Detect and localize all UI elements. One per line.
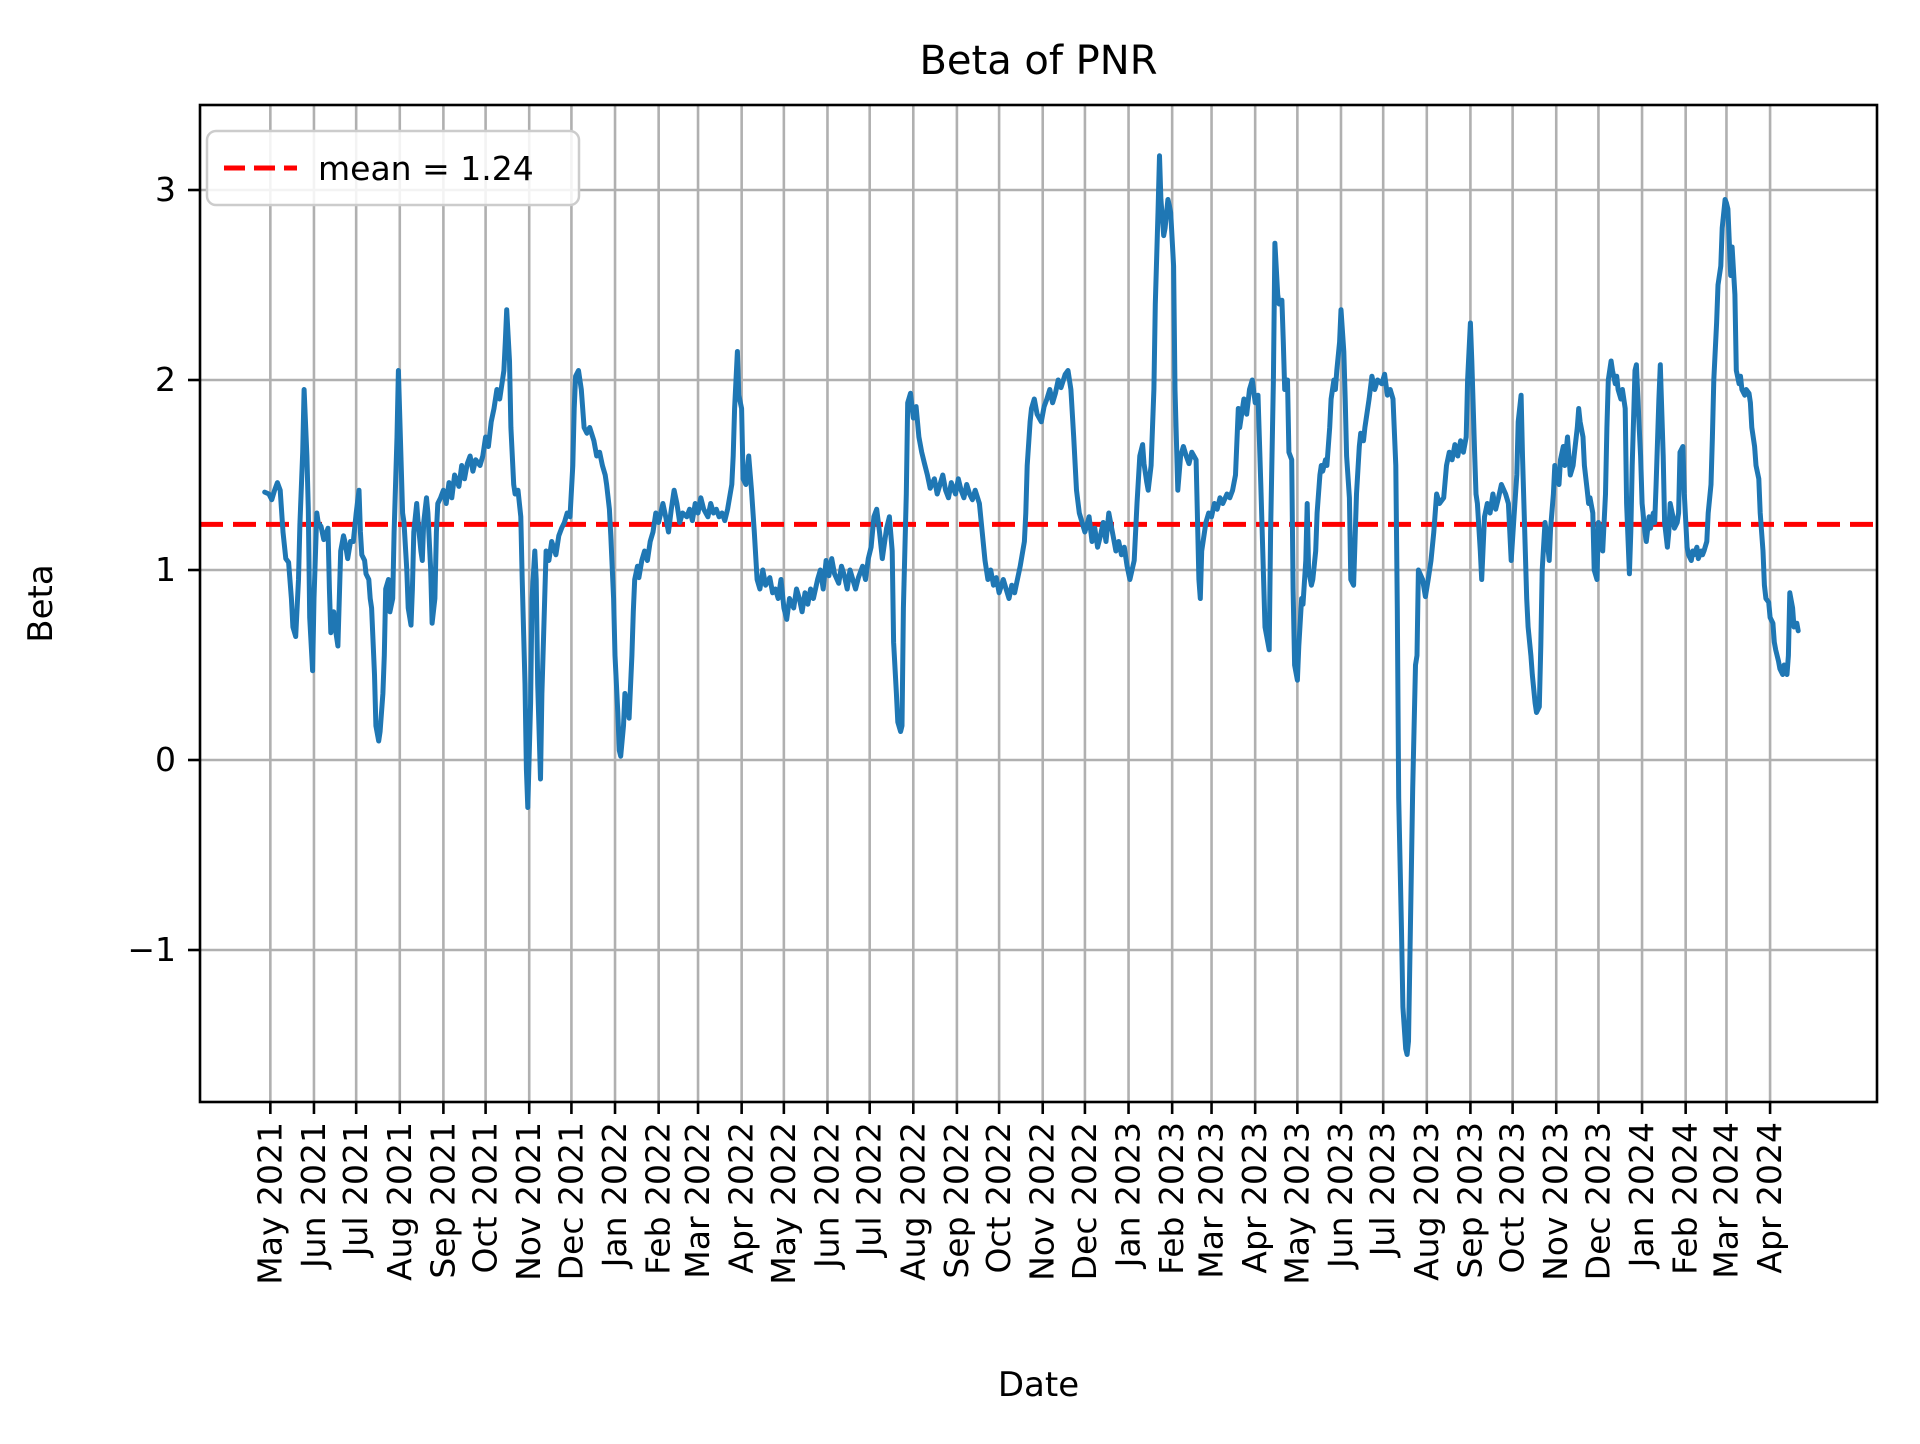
x-tick-label: Apr 2022 [722, 1122, 761, 1274]
x-tick-label: Mar 2023 [1192, 1122, 1231, 1279]
x-tick-label: Sep 2022 [937, 1122, 976, 1279]
x-tick-label: Apr 2023 [1235, 1122, 1274, 1274]
x-tick-label: Feb 2022 [639, 1122, 678, 1275]
x-tick-label: Nov 2021 [509, 1122, 548, 1281]
x-tick-label: Jan 2023 [1109, 1122, 1148, 1269]
y-tick-label: 2 [155, 360, 176, 399]
x-tick-label: Jan 2024 [1622, 1122, 1661, 1269]
x-tick-label: Dec 2022 [1065, 1122, 1104, 1280]
x-tick-label: Jul 2023 [1363, 1122, 1402, 1258]
x-tick-label: Oct 2022 [979, 1122, 1018, 1274]
y-tick-label: 3 [155, 170, 176, 209]
x-tick-label: Feb 2023 [1152, 1122, 1191, 1275]
x-tick-label: Mar 2022 [678, 1122, 717, 1279]
chart-title: Beta of PNR [919, 38, 1157, 84]
y-tick-label: 1 [155, 550, 176, 589]
x-tick-label: Oct 2023 [1493, 1122, 1532, 1274]
tick-marks [188, 188, 1772, 1114]
x-tick-label: Jul 2022 [850, 1122, 889, 1258]
x-tick-label: Jun 2022 [807, 1122, 846, 1270]
x-tick-label: Jul 2021 [336, 1122, 375, 1258]
y-tick-label: 0 [155, 740, 176, 779]
legend: mean = 1.24 [205, 129, 581, 207]
x-tick-label: Mar 2024 [1706, 1122, 1745, 1279]
x-tick-label: Feb 2024 [1666, 1122, 1705, 1275]
x-tick-label: Dec 2023 [1578, 1122, 1617, 1280]
y-axis-label: Beta [21, 564, 61, 642]
x-tick-label: Nov 2023 [1536, 1122, 1575, 1281]
legend-label: mean = 1.24 [318, 149, 534, 188]
x-tick-label: Jun 2021 [294, 1122, 333, 1270]
tick-labels: May 2021 Jun 2021 Jul 2021 Aug 2021 Sep 2021… [127, 170, 1789, 1285]
x-tick-label: Jun 2023 [1321, 1122, 1360, 1270]
x-tick-label: Oct 2021 [466, 1122, 505, 1274]
x-tick-label: May 2021 [250, 1122, 289, 1285]
grid [200, 105, 1877, 1102]
x-tick-label: Aug 2022 [893, 1122, 932, 1281]
y-tick-label: −1 [127, 930, 176, 969]
x-tick-label: Dec 2021 [551, 1122, 590, 1280]
x-tick-label: Aug 2023 [1407, 1122, 1446, 1281]
x-tick-label: Jan 2022 [595, 1122, 634, 1269]
x-tick-label: Sep 2021 [423, 1122, 462, 1279]
beta-series-line [262, 153, 1801, 1057]
axes-spines [198, 103, 1879, 1104]
x-tick-label: Sep 2023 [1450, 1122, 1489, 1279]
x-tick-label: May 2022 [764, 1122, 803, 1285]
legend-box [205, 129, 581, 207]
x-tick-label: Nov 2022 [1023, 1122, 1062, 1281]
x-tick-label: Aug 2021 [380, 1122, 419, 1281]
x-tick-label: Apr 2024 [1750, 1122, 1789, 1274]
x-tick-label: May 2023 [1277, 1122, 1316, 1285]
x-axis-label: Date [998, 1365, 1079, 1405]
